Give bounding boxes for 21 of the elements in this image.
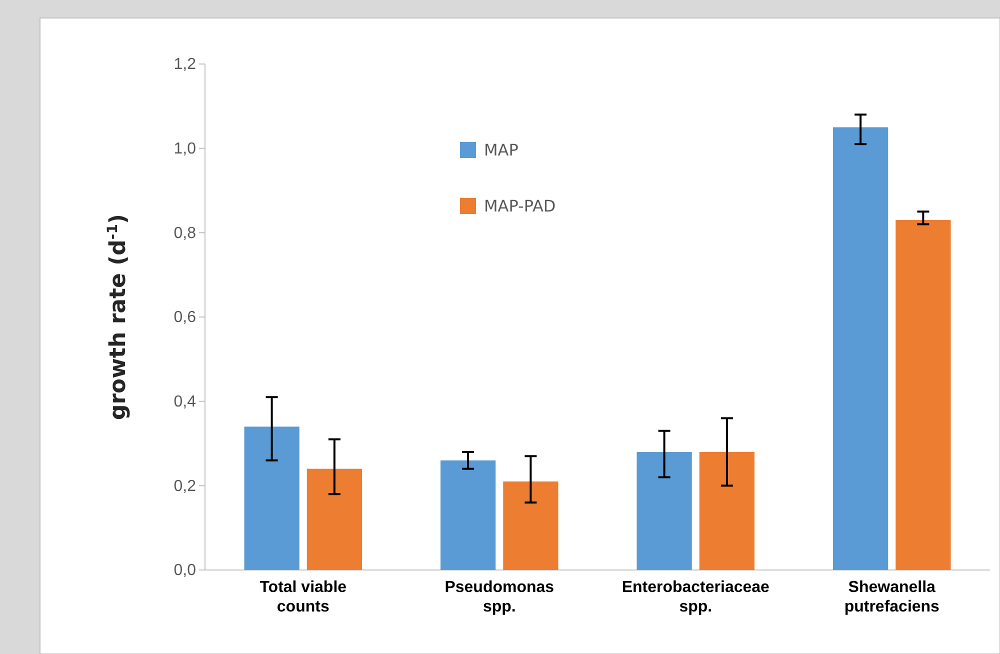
x-tick-label: Shewanella putrefaciens (844, 579, 940, 616)
y-tick-label: 0,6 (174, 309, 196, 326)
bar (440, 460, 496, 570)
y-tick-label: 1,2 (174, 56, 196, 74)
x-tick-label: Enterobacteriaceae spp. (622, 579, 770, 616)
y-tick-label: 1,0 (174, 140, 196, 158)
legend-label: MAP-PAD (484, 196, 556, 216)
bar (636, 452, 692, 570)
x-tick-label: Total viable counts (260, 579, 347, 616)
bar (244, 426, 300, 570)
bar (896, 220, 951, 570)
y-tick-label: 0,0 (174, 562, 196, 580)
bar (503, 481, 558, 570)
bar (833, 127, 888, 570)
legend-label: MAP (484, 140, 519, 160)
y-tick-label: 0,8 (174, 224, 196, 242)
x-tick-label: Pseudomonas spp. (444, 579, 554, 616)
y-tick-label: 0,2 (174, 478, 196, 495)
bar (306, 468, 362, 570)
y-tick-label: 0,4 (174, 393, 196, 410)
bar (699, 452, 754, 570)
